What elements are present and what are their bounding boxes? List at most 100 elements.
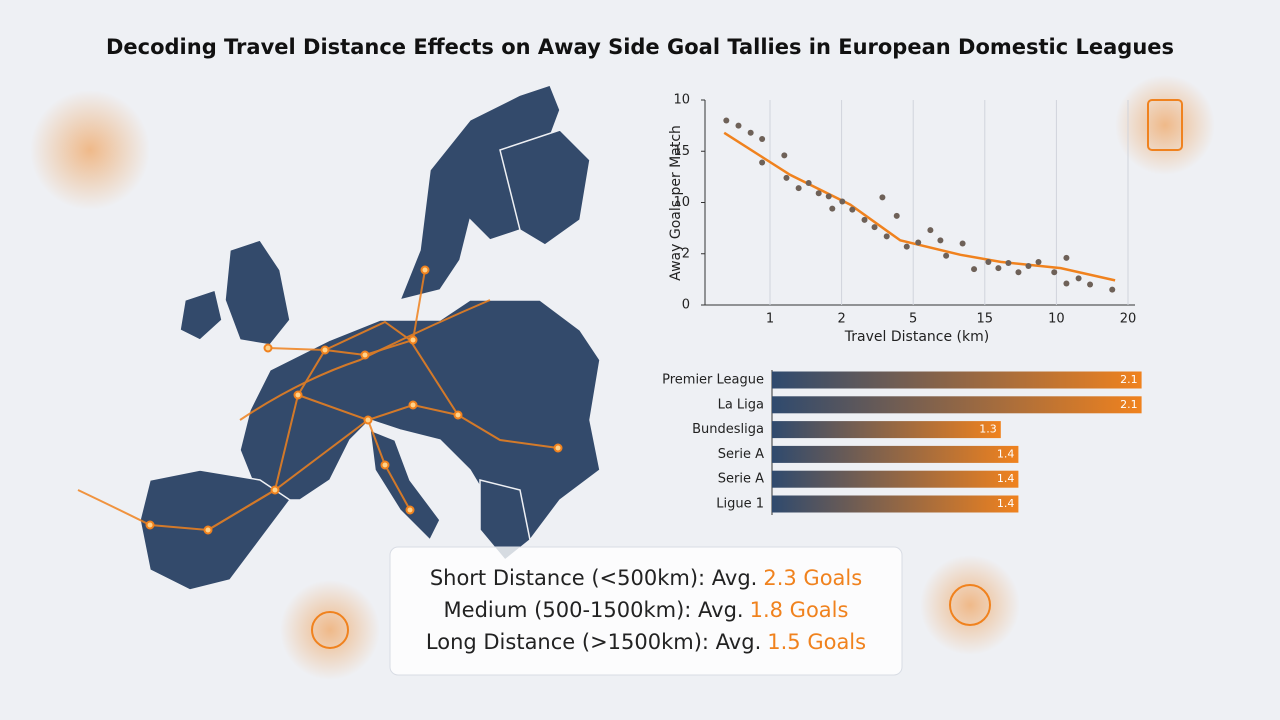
icons <box>311 99 1183 649</box>
iberia <box>139 469 292 591</box>
title: Decoding Travel Distance Effects on Away… <box>106 35 1174 59</box>
point <box>893 212 900 219</box>
category-label: Premier League <box>662 373 764 388</box>
map <box>139 84 601 591</box>
point <box>1051 269 1058 276</box>
category-label: Serie A <box>718 472 764 487</box>
y-axis-label: Away Goals per Match <box>668 125 684 281</box>
bar <box>772 495 1019 513</box>
passport-icon <box>1147 99 1183 151</box>
point <box>971 266 978 273</box>
bar <box>772 371 1142 389</box>
value-label: 1.4 <box>997 447 1015 460</box>
point <box>1035 258 1042 265</box>
point <box>1025 263 1032 270</box>
bar <box>772 470 1019 488</box>
y-tick-label: 10 <box>673 195 690 210</box>
category-label: Serie A <box>718 447 764 462</box>
city <box>408 400 418 410</box>
x-tick-label: 1 <box>766 312 774 327</box>
bar <box>772 421 1001 439</box>
city <box>293 390 303 400</box>
x-tick-label: 20 <box>1120 312 1137 327</box>
x-axis-label: Travel Distance (km) <box>844 329 989 345</box>
city <box>420 265 430 275</box>
point <box>1075 275 1082 282</box>
point <box>861 216 868 223</box>
city <box>380 460 390 470</box>
summary-value: 1.8 Goals <box>750 598 849 622</box>
value-label: 2.1 <box>1120 398 1138 411</box>
category-label: Ligue 1 <box>716 497 764 512</box>
y-tick-label: 0 <box>682 298 690 313</box>
bar <box>772 396 1142 414</box>
point <box>805 180 812 187</box>
glow <box>1115 75 1215 175</box>
city <box>453 410 463 420</box>
summary-value: 2.3 Goals <box>763 566 862 590</box>
point <box>1063 254 1070 261</box>
ball-icon <box>311 611 349 649</box>
point <box>1015 269 1022 276</box>
y-tick-label: 15 <box>673 144 690 159</box>
point <box>1087 281 1094 288</box>
point <box>903 243 910 250</box>
x-tick-label: 5 <box>909 312 917 327</box>
value-label: 1.4 <box>997 497 1015 510</box>
point <box>783 174 790 181</box>
city <box>360 350 370 360</box>
value-label: 1.4 <box>997 472 1015 485</box>
summary-line: Long Distance (>1500km): Avg. 1.5 Goals <box>426 630 866 654</box>
city <box>320 345 330 355</box>
point <box>759 159 766 166</box>
point <box>943 252 950 259</box>
point <box>723 117 730 124</box>
glow <box>30 90 150 210</box>
city <box>263 343 273 353</box>
city <box>553 443 563 453</box>
point <box>879 194 886 201</box>
category-label: La Liga <box>718 397 764 412</box>
x-tick-label: 15 <box>977 312 994 327</box>
point <box>815 190 822 197</box>
point <box>1109 286 1116 293</box>
italy <box>369 428 441 542</box>
summary-label: Long Distance (>1500km): Avg. <box>426 630 761 654</box>
trend-line <box>723 131 1116 282</box>
summary-label: Short Distance (<500km): Avg. <box>430 566 758 590</box>
cities <box>145 265 563 535</box>
y-tick-label: 2 <box>682 246 690 261</box>
point <box>795 185 802 192</box>
y-tick-label: 10 <box>673 93 690 108</box>
value-label: 2.1 <box>1120 373 1138 386</box>
glow <box>920 555 1020 655</box>
point <box>759 135 766 142</box>
point <box>883 233 890 240</box>
summary-value: 1.5 Goals <box>767 630 866 654</box>
point <box>735 122 742 129</box>
x-tick-label: 10 <box>1048 312 1065 327</box>
route <box>239 299 491 421</box>
point <box>915 239 922 246</box>
point <box>927 227 934 234</box>
city <box>363 415 373 425</box>
glow <box>280 580 380 680</box>
point <box>1005 259 1012 266</box>
summary-label: Medium (500-1500km): Avg. <box>444 598 744 622</box>
city <box>145 520 155 530</box>
value-label: 1.3 <box>979 423 997 436</box>
finland <box>499 129 591 246</box>
point <box>985 258 992 265</box>
point <box>871 224 878 231</box>
point <box>937 237 944 244</box>
point <box>849 206 856 213</box>
point <box>1063 280 1070 287</box>
point <box>825 193 832 200</box>
x-tick-label: 2 <box>837 312 845 327</box>
summary-line: Short Distance (<500km): Avg. 2.3 Goals <box>430 566 862 590</box>
point <box>839 198 846 205</box>
city <box>405 505 415 515</box>
ireland <box>179 289 223 341</box>
britain <box>224 239 291 346</box>
